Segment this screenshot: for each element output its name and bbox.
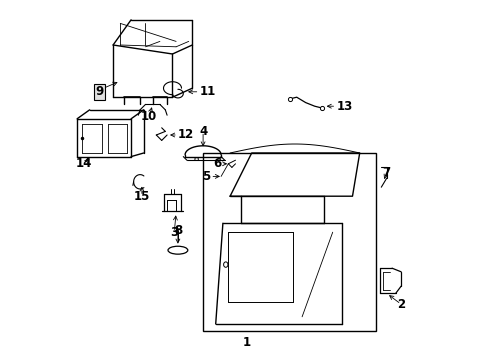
Text: 4: 4 — [199, 125, 207, 138]
Text: 9: 9 — [95, 85, 103, 98]
Text: 13: 13 — [336, 100, 352, 113]
Text: 7: 7 — [382, 166, 390, 179]
Text: 1: 1 — [242, 336, 250, 348]
Text: 8: 8 — [173, 224, 182, 237]
Text: 11: 11 — [199, 85, 215, 98]
Text: 3: 3 — [170, 226, 178, 239]
Text: 6: 6 — [212, 157, 221, 170]
Text: 10: 10 — [141, 111, 157, 123]
Text: 12: 12 — [178, 129, 194, 141]
Text: 14: 14 — [76, 157, 92, 170]
Text: 5: 5 — [202, 170, 210, 183]
Text: 15: 15 — [133, 190, 150, 203]
Bar — [203, 153, 375, 331]
Text: 2: 2 — [396, 298, 405, 311]
